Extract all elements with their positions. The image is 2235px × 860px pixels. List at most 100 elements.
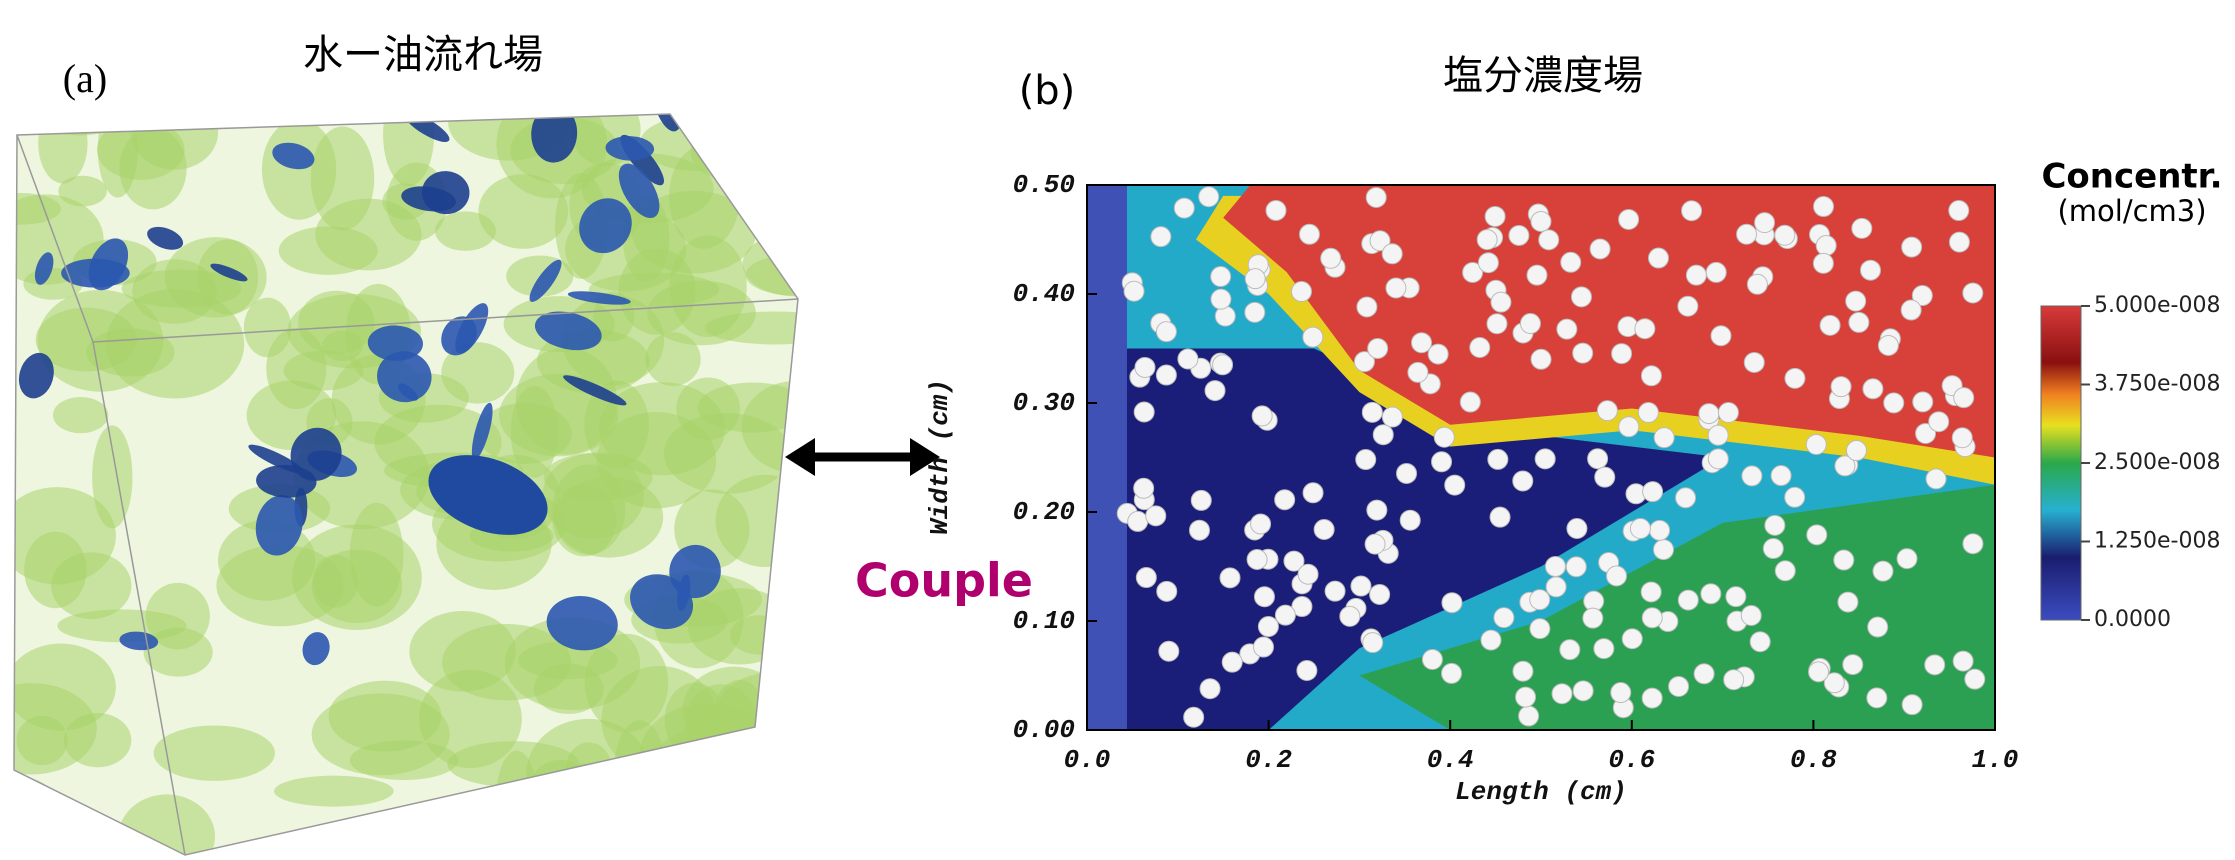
oil-blob <box>1858 0 1909 26</box>
grain <box>1211 267 1231 287</box>
y-tick-label: 0.10 <box>1013 606 1075 636</box>
grain <box>1367 500 1387 520</box>
oil-blob <box>957 0 1023 57</box>
green-phase <box>279 226 378 275</box>
y-tick-label: 0.00 <box>1013 715 1075 745</box>
grain <box>1718 402 1738 422</box>
grain <box>1494 608 1514 628</box>
panel-label: (a) <box>63 56 107 101</box>
grain <box>1539 230 1559 250</box>
oil-blob <box>1430 111 1519 196</box>
grain <box>1146 506 1166 526</box>
grain <box>1397 463 1417 483</box>
green-phase <box>566 792 677 860</box>
grain <box>1650 520 1670 540</box>
green-phase <box>710 90 826 168</box>
grain <box>1546 577 1566 597</box>
grain <box>1478 253 1498 273</box>
grain <box>1676 488 1696 508</box>
grain <box>1737 224 1757 244</box>
x-tick-label: 0.2 <box>1245 745 1292 775</box>
oil-blob <box>842 0 910 71</box>
green-phase <box>38 103 87 183</box>
grain <box>1820 315 1840 335</box>
couple-arrow <box>785 438 940 476</box>
oil-blob <box>741 142 804 176</box>
grain <box>1686 265 1706 285</box>
oil-blob <box>1861 29 1926 93</box>
y-tick-label: 0.50 <box>1013 170 1075 200</box>
grain <box>1370 584 1390 604</box>
colorbar-unit: (mol/cm3) <box>2057 194 2206 228</box>
grain <box>1151 227 1171 247</box>
grain <box>1136 568 1156 588</box>
grain <box>1744 352 1764 372</box>
grain <box>1750 632 1770 652</box>
annotation: Couple <box>855 554 1033 608</box>
grain <box>1630 519 1650 539</box>
grain <box>1949 232 1969 252</box>
x-axis-label: Length (cm) <box>1455 777 1627 807</box>
oil-blob <box>1714 82 1739 100</box>
grain <box>1275 605 1295 625</box>
grain <box>1878 335 1898 355</box>
grain <box>1481 630 1501 650</box>
oil-blob <box>1718 21 1787 67</box>
grain <box>1863 379 1883 399</box>
grain <box>1607 566 1627 586</box>
grain <box>1785 368 1805 388</box>
grain <box>1531 211 1551 231</box>
grain <box>1724 670 1744 690</box>
green-phase <box>493 782 584 825</box>
concentration-field <box>1087 185 1995 730</box>
oil-blob <box>752 3 797 29</box>
figure: (a) 水ー油流れ場 Couple (b) 塩分濃度場 Length (cm) … <box>0 0 2235 860</box>
oil-blob <box>1290 0 1312 24</box>
grain <box>1519 706 1539 726</box>
grain <box>1641 366 1661 386</box>
grain <box>1913 392 1933 412</box>
grain <box>1552 684 1572 704</box>
green-phase <box>665 683 726 758</box>
grain <box>1531 349 1551 369</box>
grain <box>1254 587 1274 607</box>
grain <box>1211 289 1231 309</box>
grain <box>1741 605 1761 625</box>
green-phase <box>735 148 793 181</box>
grain <box>1245 302 1265 322</box>
green-phase <box>284 350 364 390</box>
panel-label: (b) <box>1019 68 1076 114</box>
grain <box>1642 688 1662 708</box>
oil-blob <box>829 206 864 247</box>
grain <box>1726 587 1746 607</box>
green-phase <box>622 789 677 860</box>
grain <box>1199 187 1219 207</box>
green-phase <box>53 397 108 433</box>
grain <box>1682 201 1702 221</box>
grain <box>1487 314 1507 334</box>
grain <box>1174 198 1194 218</box>
grain <box>1852 218 1872 238</box>
page: (a) 水ー油流れ場 Couple (b) 塩分濃度場 Length (cm) … <box>0 0 2235 860</box>
colorbar-tick-label: 5.000e-008 <box>2094 293 2220 318</box>
grain <box>1641 582 1661 602</box>
grain <box>1642 608 1662 628</box>
grain <box>1747 274 1767 294</box>
grain <box>1694 664 1714 684</box>
green-phase <box>741 127 789 178</box>
green-phase <box>716 475 815 567</box>
oil-blob <box>762 128 828 198</box>
grain <box>1567 518 1587 538</box>
oil-blob <box>946 0 999 43</box>
grain <box>1594 639 1614 659</box>
grain <box>1571 287 1591 307</box>
oil-blob <box>1664 38 1682 59</box>
grain <box>1184 707 1204 727</box>
green-phase <box>312 693 450 775</box>
green-phase <box>274 776 394 807</box>
grain <box>1156 322 1176 342</box>
grain <box>1873 561 1893 581</box>
grain <box>1200 679 1220 699</box>
grain <box>1156 365 1176 385</box>
grain <box>1868 617 1888 637</box>
